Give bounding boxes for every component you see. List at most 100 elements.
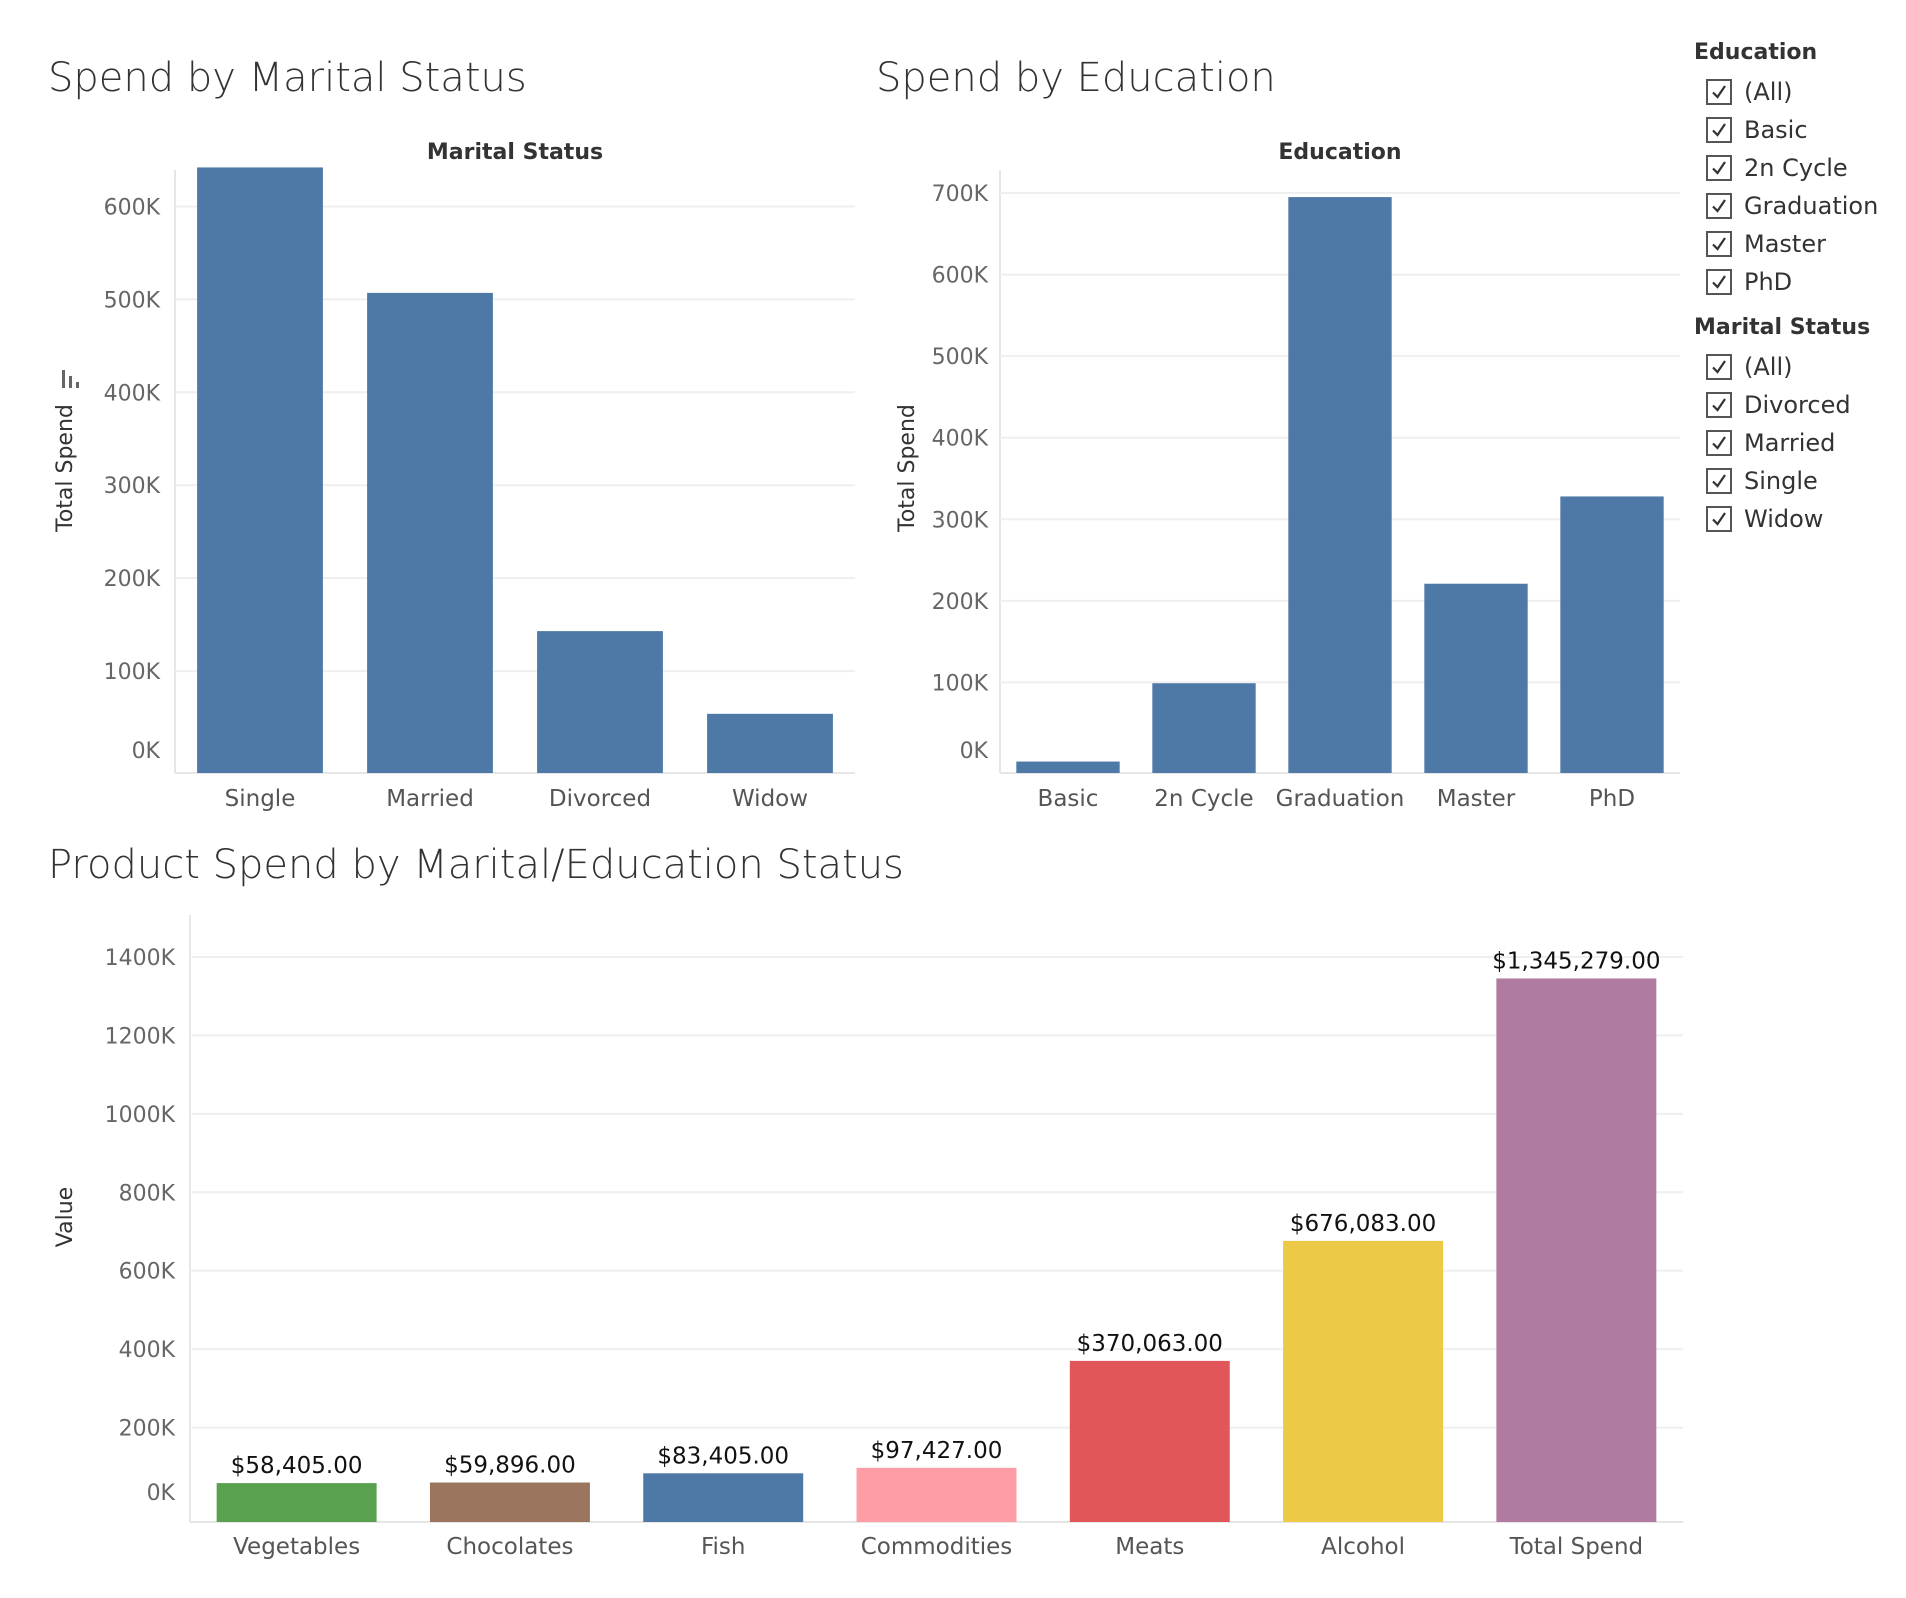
education-bar-chart-x-tick-label: 2n Cycle <box>1154 786 1253 812</box>
marital-status-bar-chart-y-tick-label: 0K <box>132 739 161 764</box>
product-spend-bar-chart-data-label: $58,405.00 <box>231 1453 363 1479</box>
checkmark-icon[interactable] <box>1706 269 1732 295</box>
education-bar-chart-x-tick-label: Basic <box>1038 786 1099 812</box>
filter-checkbox-item[interactable]: Graduation <box>1692 187 1906 225</box>
filter-checkbox-item[interactable]: 2n Cycle <box>1692 149 1906 187</box>
product-spend-bar-chart-bar-meats[interactable] <box>1069 1360 1230 1522</box>
marital-status-bar-chart-y-tick-label: 200K <box>104 567 161 592</box>
sort-icon[interactable] <box>62 370 79 388</box>
product-spend-bar-chart-data-label: $97,427.00 <box>871 1438 1003 1464</box>
filter-checkbox-item[interactable]: Master <box>1692 225 1906 263</box>
filter-title: Education <box>1694 40 1818 65</box>
filter-item-label: Married <box>1744 429 1836 457</box>
checkmark-icon[interactable] <box>1706 193 1732 219</box>
product-spend-bar-chart-y-tick-label: 1200K <box>105 1024 176 1049</box>
checkmark-icon[interactable] <box>1706 468 1732 494</box>
education-bar-chart-y-tick-label: 200K <box>932 590 989 615</box>
education-bar-chart-y-axis-label: Total Spend <box>895 404 920 533</box>
education-bar-chart-y-tick-label: 100K <box>932 671 989 696</box>
filter-checkbox-item[interactable]: (All) <box>1692 73 1906 111</box>
sort-icon-bar <box>69 376 72 388</box>
product-spend-bar-chart-x-tick-label: Chocolates <box>446 1534 573 1560</box>
checkmark-icon[interactable] <box>1706 231 1732 257</box>
filter-checkbox-item[interactable]: Basic <box>1692 111 1906 149</box>
filter-checkbox-item[interactable]: Single <box>1692 462 1906 500</box>
education-bar-chart-y-tick-label: 600K <box>932 264 989 289</box>
product-spend-bar-chart-y-tick-label: 0K <box>147 1481 176 1506</box>
marital-status-bar-chart-y-tick-label: 500K <box>104 288 161 313</box>
education-bar-chart-y-tick-label: 300K <box>932 508 989 533</box>
education-bar-chart-bar-graduation[interactable] <box>1288 197 1392 773</box>
education-bar-chart-y-tick-label: 700K <box>932 182 989 207</box>
product-spend-bar-chart-y-axis-label: Value <box>53 1187 78 1247</box>
sort-icon-bar <box>76 382 79 388</box>
education-bar-chart-y-tick-label: 400K <box>932 427 989 452</box>
marital-status-bar-chart-x-tick-label: Single <box>225 786 296 812</box>
education-bar-chart-bar-master[interactable] <box>1424 583 1528 773</box>
filter-item-label: Divorced <box>1744 391 1851 419</box>
filter-checkbox-item[interactable]: Widow <box>1692 500 1906 538</box>
checkmark-icon[interactable] <box>1706 117 1732 143</box>
education-bar-chart-bar-basic[interactable] <box>1016 761 1120 773</box>
product-spend-bar-chart-bar-commodities[interactable] <box>856 1467 1017 1522</box>
filter-group-education: Education (All) Basic 2n Cycle Graduation Mas… <box>1692 40 1906 301</box>
marital-chart-title: Spend by Marital Status <box>48 55 527 101</box>
checkmark-icon[interactable] <box>1706 506 1732 532</box>
marital-status-bar-chart-x-tick-label: Married <box>386 786 474 812</box>
filter-item-label: (All) <box>1744 353 1793 381</box>
filter-item-label: Graduation <box>1744 192 1879 220</box>
marital-status-bar-chart-bar-married[interactable] <box>367 292 493 773</box>
marital-status-bar-chart-y-tick-label: 600K <box>104 195 161 220</box>
product-spend-bar-chart-x-tick-label: Fish <box>701 1534 746 1560</box>
marital-status-bar-chart-y-tick-label: 100K <box>104 660 161 685</box>
product-spend-bar-chart-bar-chocolates[interactable] <box>429 1482 590 1522</box>
education-bar-chart-header: Education <box>1278 140 1401 165</box>
filter-panel: Education (All) Basic 2n Cycle Graduation Mas… <box>1692 40 1906 552</box>
filter-item-label: PhD <box>1744 268 1793 296</box>
product-spend-bar-chart-x-tick-label: Commodities <box>861 1534 1013 1560</box>
filter-group-marital-status: Marital Status (All) Divorced Married Single… <box>1692 315 1906 538</box>
education-bar-chart-bar-2n-cycle[interactable] <box>1152 683 1256 773</box>
checkmark-icon[interactable] <box>1706 354 1732 380</box>
filter-item-label: 2n Cycle <box>1744 154 1848 182</box>
marital-status-bar-chart-bar-single[interactable] <box>197 167 323 773</box>
filter-checkbox-item[interactable]: Married <box>1692 424 1906 462</box>
filter-item-label: (All) <box>1744 78 1793 106</box>
product-spend-bar-chart-y-tick-label: 800K <box>119 1181 176 1206</box>
marital-status-bar-chart-bar-widow[interactable] <box>707 713 833 773</box>
education-bar-chart: 0K 100K 200K 300K 400K 500K 600K 700K Total Spen… <box>895 140 1680 812</box>
product-spend-bar-chart-data-label: $1,345,279.00 <box>1492 948 1660 974</box>
checkmark-icon[interactable] <box>1706 155 1732 181</box>
marital-status-bar-chart-header: Marital Status <box>427 140 603 165</box>
checkmark-icon[interactable] <box>1706 430 1732 456</box>
education-bar-chart-bar-phd[interactable] <box>1560 496 1664 773</box>
filter-checkbox-item[interactable]: PhD <box>1692 263 1906 301</box>
marital-status-bar-chart-y-tick-label: 400K <box>104 381 161 406</box>
product-spend-bar-chart-bar-total-spend[interactable] <box>1496 978 1657 1522</box>
marital-status-bar-chart-x-tick-label: Widow <box>732 786 808 812</box>
filter-item-label: Single <box>1744 467 1818 495</box>
marital-status-bar-chart-bar-divorced[interactable] <box>537 631 663 773</box>
product-spend-bar-chart-bar-fish[interactable] <box>643 1473 804 1522</box>
filter-item-label: Widow <box>1744 505 1824 533</box>
education-bar-chart-x-tick-label: Master <box>1437 786 1516 812</box>
product-spend-bar-chart-x-tick-label: Vegetables <box>233 1534 360 1560</box>
product-spend-bar-chart-data-label: $370,063.00 <box>1077 1331 1223 1357</box>
filter-checkbox-item[interactable]: Divorced <box>1692 386 1906 424</box>
filter-checkbox-item[interactable]: (All) <box>1692 348 1906 386</box>
product-spend-bar-chart-bar-alcohol[interactable] <box>1283 1240 1444 1522</box>
product-spend-bar-chart-x-tick-label: Alcohol <box>1321 1534 1405 1560</box>
filter-item-label: Basic <box>1744 116 1808 144</box>
product-spend-bar-chart-x-tick-label: Total Spend <box>1509 1534 1644 1560</box>
education-bar-chart-y-tick-label: 0K <box>960 739 989 764</box>
product-spend-bar-chart-x-tick-label: Meats <box>1115 1534 1184 1560</box>
marital-status-bar-chart-y-axis-label: Total Spend <box>53 404 78 533</box>
checkmark-icon[interactable] <box>1706 79 1732 105</box>
checkmark-icon[interactable] <box>1706 392 1732 418</box>
marital-status-bar-chart: 0K 100K 200K 300K 400K 500K 600K Total Spend Mar… <box>53 140 855 812</box>
education-bar-chart-y-tick-label: 500K <box>932 345 989 370</box>
filter-title: Marital Status <box>1694 315 1871 340</box>
product-spend-bar-chart-y-tick-label: 1400K <box>105 946 176 971</box>
product-spend-bar-chart-bar-vegetables[interactable] <box>216 1483 377 1522</box>
product-spend-bar-chart-data-label: $59,896.00 <box>444 1453 576 1479</box>
